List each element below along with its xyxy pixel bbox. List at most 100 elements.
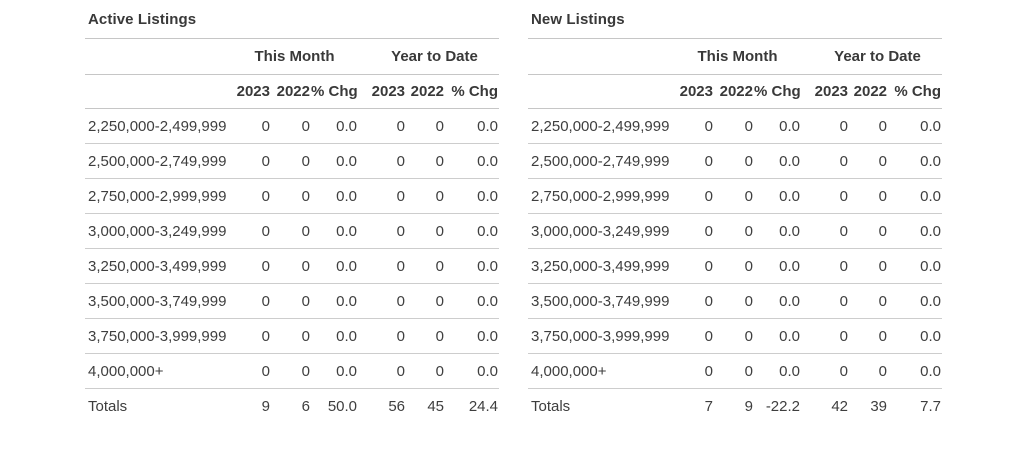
totals-ytd-2022: 45: [427, 397, 445, 415]
cell-ytd-2022: 0: [878, 152, 888, 170]
price-range-label: 4,000,000+: [531, 362, 607, 380]
cell-tm-2022: 0: [744, 327, 753, 345]
cell-tm-2023: 0: [704, 362, 713, 380]
cell-ytd-2022: 0: [878, 187, 888, 205]
totals-ytd-2023: 42: [831, 397, 849, 415]
totals-ytd-2023: 56: [388, 397, 406, 415]
price-range-label: 2,500,000-2,749,999: [88, 152, 227, 170]
price-range-row: 2,250,000-2,499,999 0 0 0.0 0 0 0.0: [85, 109, 500, 144]
cell-ytd-2023: 0: [396, 187, 406, 205]
year-header-spacer: [528, 75, 674, 109]
col-header-tm-pct-chg: % Chg: [754, 83, 801, 100]
cell-ytd-2023: 0: [396, 117, 406, 135]
cell-ytd-pct-chg: 0.0: [477, 187, 499, 205]
totals-tm-pct-chg: -22.2: [765, 397, 801, 415]
cell-tm-2023: 0: [261, 222, 270, 240]
cell-tm-pct-chg: 0.0: [336, 152, 358, 170]
cell-ytd-2022: 0: [878, 362, 888, 380]
cell-tm-2023: 0: [261, 152, 270, 170]
cell-tm-pct-chg: 0.0: [336, 187, 358, 205]
price-range-row: 3,750,000-3,999,999 0 0 0.0 0 0 0.0: [85, 319, 500, 354]
cell-ytd-2023: 0: [839, 362, 849, 380]
totals-tm-pct-chg: 50.0: [327, 397, 358, 415]
price-range-row: 3,250,000-3,499,999 0 0 0.0 0 0 0.0: [85, 249, 500, 284]
price-range-row: 2,500,000-2,749,999 0 0 0.0 0 0 0.0: [528, 144, 943, 179]
new-listings-table: This Month Year to Date 2023 2022 % Chg …: [528, 38, 943, 424]
cell-tm-2022: 0: [744, 187, 753, 205]
group-header-row: This Month Year to Date: [528, 39, 943, 75]
totals-ytd-pct-chg: 24.4: [468, 397, 499, 415]
price-range-label: 3,750,000-3,999,999: [531, 327, 670, 345]
cell-ytd-2022: 0: [878, 117, 888, 135]
col-header-ytd-pct-chg: % Chg: [894, 83, 942, 100]
active-listings-panel: Active Listings This Month Year to Date …: [85, 10, 501, 424]
cell-tm-pct-chg: 0.0: [336, 257, 358, 275]
price-range-row: 3,250,000-3,499,999 0 0 0.0 0 0 0.0: [528, 249, 943, 284]
cell-ytd-2023: 0: [396, 292, 406, 310]
cell-ytd-pct-chg: 0.0: [920, 187, 942, 205]
cell-ytd-2022: 0: [435, 292, 445, 310]
cell-ytd-pct-chg: 0.0: [920, 292, 942, 310]
price-range-row: 3,500,000-3,749,999 0 0 0.0 0 0 0.0: [528, 284, 943, 319]
cell-tm-pct-chg: 0.0: [779, 187, 801, 205]
price-range-label: 3,250,000-3,499,999: [531, 257, 670, 275]
year-header-row: 2023 2022 % Chg 2023 2022 % Chg: [528, 75, 943, 109]
cell-tm-pct-chg: 0.0: [779, 117, 801, 135]
this-month-group-header: This Month: [697, 48, 778, 65]
cell-tm-2022: 0: [301, 152, 310, 170]
cell-tm-2022: 0: [301, 257, 310, 275]
totals-ytd-2022: 39: [870, 397, 888, 415]
cell-tm-2023: 0: [704, 187, 713, 205]
cell-tm-pct-chg: 0.0: [336, 327, 358, 345]
price-range-label: 3,000,000-3,249,999: [531, 222, 670, 240]
cell-ytd-2023: 0: [839, 187, 849, 205]
col-header-ytd-pct-chg: % Chg: [451, 83, 499, 100]
price-range-row: 2,500,000-2,749,999 0 0 0.0 0 0 0.0: [85, 144, 500, 179]
totals-row: Totals 9 6 50.0 56 45 24.4: [85, 389, 499, 424]
col-header-ytd-2023: 2023: [371, 83, 406, 100]
col-header-ytd-2022: 2022: [410, 83, 445, 100]
cell-ytd-2023: 0: [396, 152, 406, 170]
price-range-row: 3,000,000-3,249,999 0 0 0.0 0 0 0.0: [85, 214, 500, 249]
cell-ytd-pct-chg: 0.0: [477, 222, 499, 240]
cell-tm-pct-chg: 0.0: [779, 327, 801, 345]
active-listings-table: This Month Year to Date 2023 2022 % Chg …: [85, 38, 500, 424]
cell-tm-pct-chg: 0.0: [779, 257, 801, 275]
price-range-row: 4,000,000+ 0 0 0.0 0 0 0.0: [528, 354, 943, 389]
totals-tm-2023: 7: [704, 397, 713, 415]
totals-tm-2022: 9: [744, 397, 753, 415]
cell-tm-2022: 0: [301, 187, 310, 205]
col-header-tm-2023: 2023: [679, 83, 713, 100]
cell-tm-pct-chg: 0.0: [779, 292, 801, 310]
cell-tm-2023: 0: [261, 327, 270, 345]
cell-tm-pct-chg: 0.0: [336, 362, 358, 380]
cell-tm-2023: 0: [704, 117, 713, 135]
group-header-spacer: [85, 39, 231, 75]
this-month-group-header: This Month: [254, 48, 335, 65]
cell-ytd-2023: 0: [396, 222, 406, 240]
price-range-row: 2,250,000-2,499,999 0 0 0.0 0 0 0.0: [528, 109, 943, 144]
totals-tm-2022: 6: [301, 397, 310, 415]
cell-tm-2022: 0: [301, 117, 310, 135]
cell-ytd-pct-chg: 0.0: [920, 362, 942, 380]
cell-tm-2022: 0: [744, 117, 753, 135]
cell-tm-2022: 0: [301, 362, 310, 380]
cell-ytd-2022: 0: [878, 292, 888, 310]
year-header-spacer: [85, 75, 231, 109]
price-range-label: 3,750,000-3,999,999: [88, 327, 227, 345]
cell-tm-pct-chg: 0.0: [779, 152, 801, 170]
cell-ytd-pct-chg: 0.0: [477, 257, 499, 275]
cell-tm-pct-chg: 0.0: [336, 117, 358, 135]
cell-ytd-2022: 0: [435, 117, 445, 135]
group-header-spacer: [528, 39, 674, 75]
cell-ytd-pct-chg: 0.0: [920, 257, 942, 275]
cell-tm-2022: 0: [744, 257, 753, 275]
cell-tm-2022: 0: [744, 222, 753, 240]
price-range-label: 3,500,000-3,749,999: [531, 292, 670, 310]
cell-ytd-2023: 0: [839, 257, 849, 275]
panel-title-active-listings: Active Listings: [88, 11, 197, 28]
cell-tm-pct-chg: 0.0: [336, 222, 358, 240]
cell-ytd-pct-chg: 0.0: [477, 152, 499, 170]
col-header-ytd-2022: 2022: [853, 83, 888, 100]
col-header-tm-2023: 2023: [236, 83, 270, 100]
